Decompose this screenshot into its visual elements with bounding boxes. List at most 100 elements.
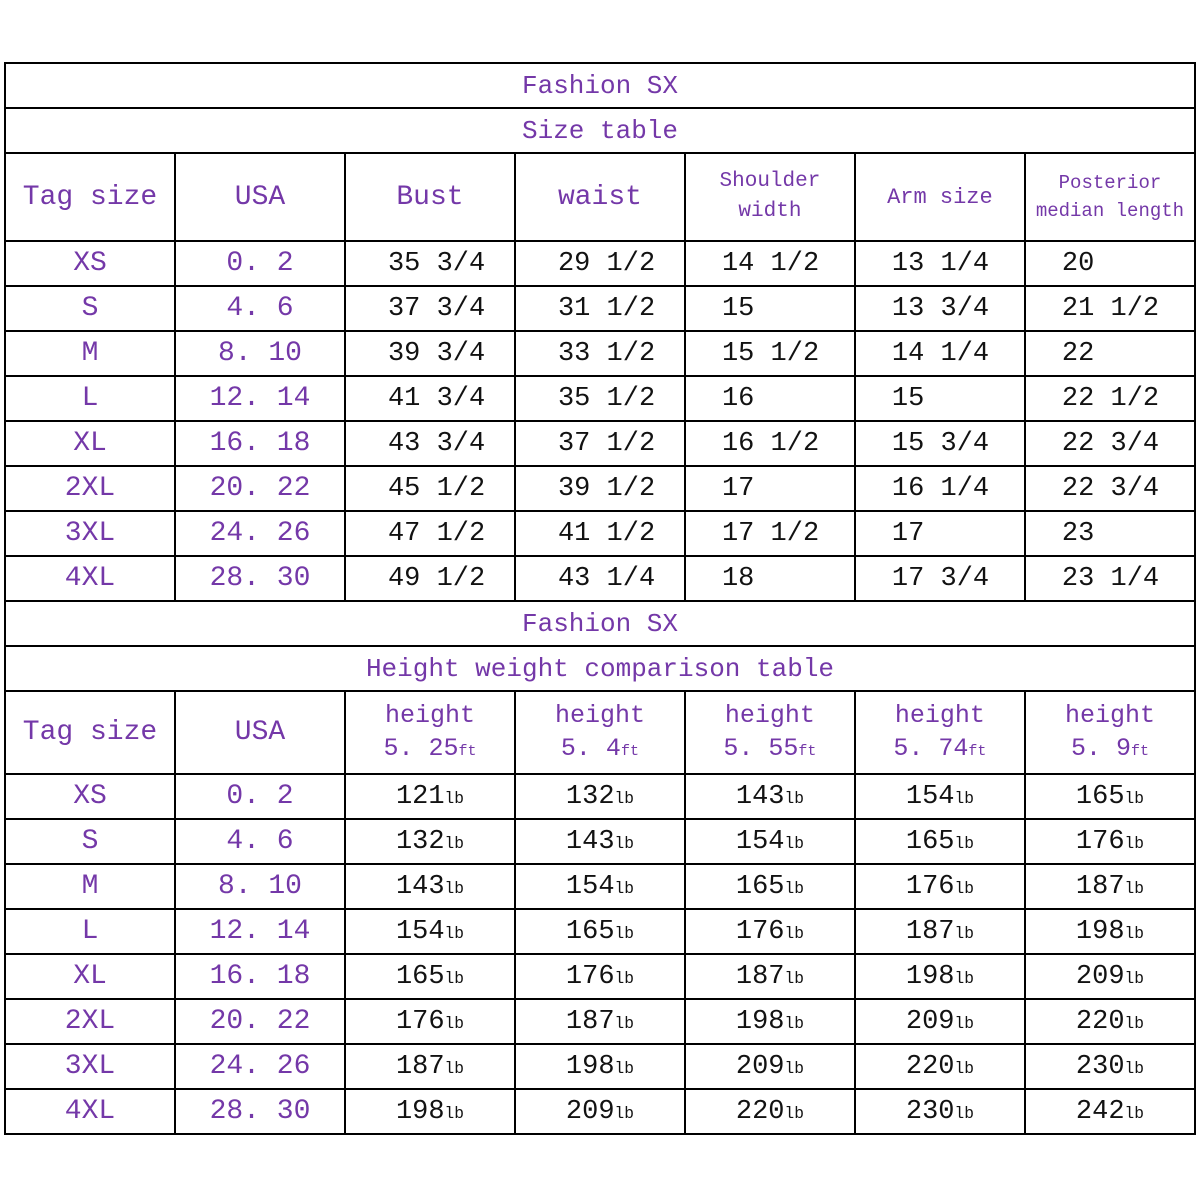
- ft-unit: ft: [458, 742, 477, 760]
- weight-value: 230: [905, 1096, 955, 1127]
- measurement-cell: 22 3/4: [1023, 420, 1197, 467]
- height-column-header: height 5. 74ft: [853, 690, 1026, 775]
- weight-value: 165: [905, 826, 955, 857]
- usa-size-cell: 0. 2: [173, 773, 346, 820]
- measurement-cell: 31 1/2: [513, 285, 686, 332]
- tag-size-cell: S: [4, 818, 176, 865]
- lb-unit: lb: [1124, 1104, 1144, 1123]
- measurement-cell: 16 1/4: [853, 465, 1026, 512]
- lb-unit: lb: [1124, 1059, 1144, 1078]
- weight-cell: 154lb: [853, 773, 1026, 820]
- weight-value: 187: [735, 961, 785, 992]
- lb-unit: lb: [1124, 789, 1144, 808]
- height-weight-row-xl: XL 16. 18 165lb 176lb 187lb 198lb 209lb: [4, 953, 1197, 1000]
- weight-value: 165: [735, 871, 785, 902]
- height-value: 5. 55: [723, 733, 799, 763]
- height-value-line: 5. 9ft: [1027, 733, 1193, 766]
- weight-value: 143: [735, 781, 785, 812]
- tag-size-cell: 2XL: [4, 998, 176, 1045]
- usa-size-cell: 24. 26: [173, 510, 346, 557]
- column-header-usa: USA: [173, 152, 346, 242]
- size-table-row-l: L 12. 14 41 3/4 35 1/2 16 15 22 1/2: [4, 375, 1197, 422]
- measurement-cell: 17 1/2: [683, 510, 856, 557]
- height-value: 5. 9: [1070, 733, 1131, 763]
- weight-cell: 209lb: [853, 998, 1026, 1045]
- usa-size-cell: 4. 6: [173, 818, 346, 865]
- height-weight-row-s: S 4. 6 132lb 143lb 154lb 165lb 176lb: [4, 818, 1197, 865]
- weight-value: 209: [1075, 961, 1125, 992]
- weight-cell: 165lb: [513, 908, 686, 955]
- column-header-tag-size: Tag size: [4, 690, 176, 775]
- measurement-cell: 22 3/4: [1023, 465, 1197, 512]
- tag-size-cell: XL: [4, 953, 176, 1000]
- weight-value: 230: [1075, 1051, 1125, 1082]
- lb-unit: lb: [1124, 1014, 1144, 1033]
- lb-unit: lb: [784, 879, 804, 898]
- measurement-cell: 22: [1023, 330, 1197, 377]
- weight-value: 154: [735, 826, 785, 857]
- measurement-cell: 17 3/4: [853, 555, 1026, 602]
- lb-unit: lb: [614, 789, 634, 808]
- size-chart-table: Fashion SX Size table Tag size USA Bust waist…: [4, 62, 1197, 1135]
- table-subtitle: Height weight comparison table: [4, 645, 1196, 692]
- tag-size-cell: 4XL: [4, 1088, 176, 1135]
- measurement-cell: 14 1/2: [683, 240, 856, 287]
- ft-unit: ft: [968, 742, 987, 760]
- lb-unit: lb: [954, 789, 974, 808]
- height-label: height: [724, 701, 815, 730]
- usa-size-cell: 20. 22: [173, 465, 346, 512]
- weight-cell: 165lb: [853, 818, 1026, 865]
- weight-value: 143: [565, 826, 615, 857]
- lb-unit: lb: [784, 1104, 804, 1123]
- brand-title: Fashion SX: [4, 62, 1196, 109]
- measurement-cell: 16 1/2: [683, 420, 856, 467]
- lb-unit: lb: [954, 924, 974, 943]
- height-column-header: height 5. 55ft: [683, 690, 856, 775]
- lb-unit: lb: [444, 1059, 464, 1078]
- weight-cell: 187lb: [1023, 863, 1197, 910]
- usa-size-cell: 8. 10: [173, 863, 346, 910]
- lb-unit: lb: [614, 1014, 634, 1033]
- measurement-cell: 22 1/2: [1023, 375, 1197, 422]
- weight-value: 242: [1075, 1096, 1125, 1127]
- lb-unit: lb: [614, 879, 634, 898]
- measurement-cell: 29 1/2: [513, 240, 686, 287]
- weight-cell: 242lb: [1023, 1088, 1197, 1135]
- usa-size-cell: 28. 30: [173, 555, 346, 602]
- size-table-row-xs: XS 0. 2 35 3/4 29 1/2 14 1/2 13 1/4 20: [4, 240, 1197, 287]
- lb-unit: lb: [954, 1014, 974, 1033]
- height-weight-row-4xl: 4XL 28. 30 198lb 209lb 220lb 230lb 242lb: [4, 1088, 1197, 1135]
- height-value-line: 5. 55ft: [687, 733, 853, 766]
- column-header-tag-size: Tag size: [4, 152, 176, 242]
- measurement-cell: 39 3/4: [343, 330, 516, 377]
- usa-size-cell: 24. 26: [173, 1043, 346, 1090]
- measurement-cell: 37 1/2: [513, 420, 686, 467]
- lb-unit: lb: [784, 834, 804, 853]
- weight-cell: 209lb: [1023, 953, 1197, 1000]
- measurement-cell: 23 1/4: [1023, 555, 1197, 602]
- height-weight-row-xs: XS 0. 2 121lb 132lb 143lb 154lb 165lb: [4, 773, 1197, 820]
- weight-cell: 143lb: [683, 773, 856, 820]
- size-table-row-3xl: 3XL 24. 26 47 1/2 41 1/2 17 1/2 17 23: [4, 510, 1197, 557]
- usa-size-cell: 0. 2: [173, 240, 346, 287]
- weight-value: 220: [1075, 1006, 1125, 1037]
- tag-size-cell: L: [4, 375, 176, 422]
- lb-unit: lb: [784, 924, 804, 943]
- lb-unit: lb: [614, 834, 634, 853]
- tag-size-cell: XL: [4, 420, 176, 467]
- lb-unit: lb: [444, 834, 464, 853]
- weight-cell: 165lb: [1023, 773, 1197, 820]
- height-weight-row-m: M 8. 10 143lb 154lb 165lb 176lb 187lb: [4, 863, 1197, 910]
- measurement-cell: 37 3/4: [343, 285, 516, 332]
- height-weight-row-2xl: 2XL 20. 22 176lb 187lb 198lb 209lb 220lb: [4, 998, 1197, 1045]
- lb-unit: lb: [1124, 924, 1144, 943]
- ft-unit: ft: [620, 742, 639, 760]
- weight-cell: 176lb: [853, 863, 1026, 910]
- weight-value: 198: [565, 1051, 615, 1082]
- size-table-row-s: S 4. 6 37 3/4 31 1/2 15 13 3/4 21 1/2: [4, 285, 1197, 332]
- weight-value: 143: [395, 871, 445, 902]
- lb-unit: lb: [784, 969, 804, 988]
- tag-size-cell: M: [4, 330, 176, 377]
- tag-size-cell: 2XL: [4, 465, 176, 512]
- height-value-line: 5. 4ft: [517, 733, 683, 766]
